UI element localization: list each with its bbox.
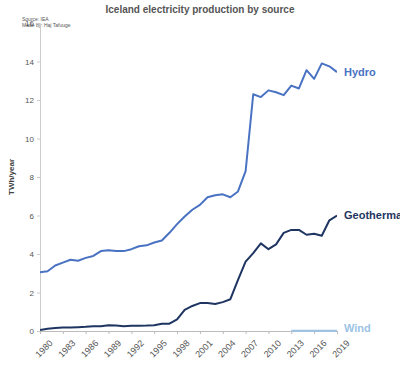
y-tick: 16: [25, 19, 40, 28]
y-tick-label: 0: [30, 327, 35, 336]
x-tick: 2004: [216, 331, 237, 359]
x-tick: 2013: [285, 331, 306, 359]
x-tick-label: 2019: [330, 338, 351, 359]
x-tick: 1989: [102, 331, 123, 359]
y-tick-label: 12: [25, 96, 34, 105]
y-tick-label: 16: [25, 19, 34, 28]
y-axis-title: TWh/year: [7, 159, 16, 195]
y-tick: 14: [25, 58, 40, 67]
y-tick-label: 14: [25, 58, 34, 67]
lines: [40, 63, 337, 330]
y-tick-mark: [37, 293, 40, 294]
title: Iceland electricity production by source: [106, 4, 295, 15]
x-tick-label: 2013: [285, 338, 306, 359]
x-tick-mark: [268, 331, 269, 334]
x-tick-label: 1995: [148, 338, 169, 359]
x-tick-label: 2004: [216, 338, 237, 359]
x-tick: 1986: [79, 331, 100, 359]
x-tick-mark: [63, 331, 64, 334]
x-tick-mark: [200, 331, 201, 334]
y-axis: 0 2 4 6 8 10 12 14 16: [25, 19, 40, 336]
y-tick: 6: [30, 212, 40, 221]
y-tick: 10: [25, 135, 40, 144]
x-tick-mark: [177, 331, 178, 334]
x-tick-mark: [246, 331, 247, 334]
x-tick-label: 1983: [56, 338, 77, 359]
y-axis-line: [37, 24, 41, 332]
series-label: Wind: [344, 322, 371, 334]
x-axis: 1980198319861989199219951998200120042007…: [33, 331, 351, 359]
y-tick-label: 10: [25, 135, 34, 144]
y-tick: 2: [30, 289, 40, 298]
y-tick-mark: [37, 62, 40, 63]
x-tick-label: 2016: [308, 338, 329, 359]
x-tick-mark: [154, 331, 155, 334]
x-tick: 1992: [125, 331, 146, 359]
x-tick-label: 1992: [125, 338, 146, 359]
y-tick: 4: [30, 250, 40, 259]
series-labels: Hydro Geothermal Wind: [344, 66, 400, 334]
y-tick-mark: [37, 23, 40, 24]
x-tick-label: 2010: [262, 338, 283, 359]
y-tick-mark: [37, 331, 40, 332]
y-tick-label: 6: [30, 212, 35, 221]
y-tick: 12: [25, 96, 40, 105]
x-tick-label: 1986: [79, 338, 100, 359]
x-tick-mark: [223, 331, 224, 334]
x-tick-mark: [40, 331, 41, 334]
series-line: [291, 330, 337, 332]
x-tick: 2010: [262, 331, 283, 359]
x-tick-label: 2007: [239, 338, 260, 359]
x-tick-mark: [86, 331, 87, 334]
y-tick-mark: [37, 216, 40, 217]
x-tick-mark: [109, 331, 110, 334]
series-label: Geothermal: [344, 209, 400, 221]
x-tick: 2016: [308, 331, 329, 359]
x-tick: 1980: [33, 331, 54, 359]
y-tick-label: 8: [30, 173, 35, 182]
y-tick-mark: [37, 254, 40, 255]
x-tick-mark: [131, 331, 132, 334]
series-line: [40, 216, 337, 331]
y-tick-mark: [37, 139, 40, 140]
x-axis-line: [41, 332, 338, 335]
x-tick: 1995: [148, 331, 169, 359]
x-tick: 1998: [171, 331, 192, 359]
x-tick: 2007: [239, 331, 260, 359]
x-tick-label: 1989: [102, 338, 123, 359]
y-tick-label: 2: [30, 289, 35, 298]
x-tick-mark: [337, 331, 338, 334]
series-line: [40, 63, 337, 272]
x-tick: 2019: [330, 331, 351, 359]
y-tick: 0: [30, 327, 40, 336]
y-tick: 8: [30, 173, 40, 182]
y-tick-mark: [37, 177, 40, 178]
x-tick: 1983: [56, 331, 77, 359]
y-tick-mark: [37, 100, 40, 101]
chart: Iceland electricity production by source…: [0, 0, 400, 367]
x-tick-label: 1998: [171, 338, 192, 359]
x-tick: 2001: [193, 331, 214, 359]
y-tick-label: 4: [30, 250, 35, 259]
series-label: Hydro: [344, 66, 376, 78]
x-tick-label: 1980: [33, 338, 54, 359]
x-tick-label: 2001: [193, 338, 214, 359]
